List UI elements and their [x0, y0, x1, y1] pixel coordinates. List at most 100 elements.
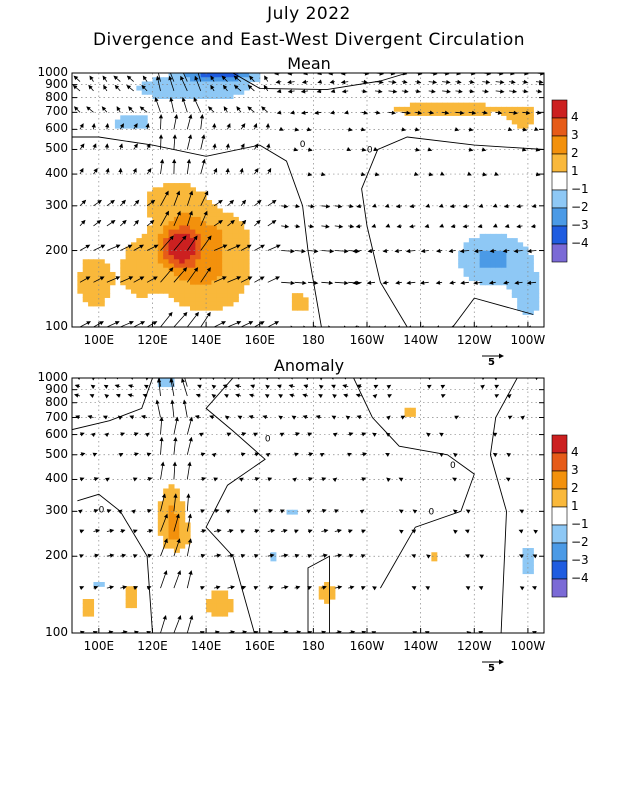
- anomaly-cell: [88, 611, 95, 617]
- mean-vector-head: [485, 79, 491, 85]
- anomaly-cell: [329, 594, 336, 600]
- mean-cell: [485, 255, 491, 260]
- mean-cell: [495, 271, 502, 277]
- anomaly-vector-head: [224, 394, 229, 399]
- mean-cell: [88, 288, 95, 294]
- anomaly-cell: [270, 556, 277, 562]
- mean-cell: [501, 267, 508, 273]
- mean-vector-head: [265, 123, 271, 128]
- anomaly-cell: [131, 586, 137, 592]
- anomaly-vector-head: [147, 553, 153, 558]
- anomaly-vector-head: [106, 509, 112, 514]
- mean-cell: [522, 288, 529, 294]
- mean-cell: [463, 259, 470, 265]
- mean-cell: [517, 246, 524, 252]
- mean-cell: [243, 77, 250, 83]
- mean-vector-head: [93, 167, 98, 173]
- mean-vector-head: [119, 123, 124, 128]
- mean-vector-head: [431, 89, 436, 94]
- mean-cell: [216, 267, 223, 273]
- mean-cell: [200, 195, 207, 201]
- mean-cell: [179, 81, 186, 87]
- mean-cell: [227, 89, 234, 95]
- anomaly-vector-head: [425, 586, 431, 591]
- mean-cell: [511, 119, 518, 125]
- anomaly-vector-head: [103, 384, 109, 389]
- mean-vector-head: [139, 276, 145, 281]
- mean-cell: [88, 263, 95, 269]
- mean-cell: [131, 123, 137, 129]
- mean-cell: [168, 77, 175, 83]
- mean-cell: [206, 200, 213, 205]
- anomaly-vector-head: [270, 528, 276, 534]
- anomaly-vector-head: [235, 393, 240, 398]
- mean-cell: [152, 280, 159, 286]
- mean-cell: [436, 106, 443, 112]
- anomaly-panel-title: Anomaly: [273, 356, 345, 375]
- anomaly-vector-head: [332, 394, 337, 399]
- anomaly-vector-head: [318, 384, 324, 390]
- mean-cell: [200, 267, 207, 273]
- mean-cell: [141, 284, 148, 290]
- anomaly-vector-head: [453, 452, 458, 458]
- mean-vector-head: [338, 224, 344, 229]
- mean-vector-head: [374, 172, 380, 177]
- mean-vector-head: [206, 267, 211, 272]
- mean-vector-head: [122, 219, 127, 225]
- mean-cell: [527, 259, 534, 265]
- mean-cell: [243, 242, 250, 248]
- mean-cell: [517, 119, 524, 125]
- anomaly-cell: [168, 509, 175, 515]
- mean-cell: [141, 81, 148, 87]
- anomaly-vector-head: [163, 538, 168, 544]
- mean-cell: [195, 73, 202, 78]
- mean-cell: [147, 212, 154, 218]
- anomaly-vector-head: [211, 394, 217, 399]
- mean-cell: [222, 280, 229, 286]
- mean-cell: [173, 204, 180, 210]
- anomaly-cell: [329, 586, 336, 592]
- mean-cell: [136, 85, 143, 91]
- anomaly-vector-head: [127, 393, 133, 398]
- anomaly-vector-head: [531, 586, 537, 591]
- anomaly-cell: [173, 488, 180, 494]
- anomaly-vector-head: [294, 553, 300, 559]
- mean-cell: [163, 94, 170, 99]
- anomaly-contour-label: 0: [450, 461, 456, 471]
- anomaly-vector-head: [426, 384, 432, 389]
- mean-vector-head: [204, 190, 209, 196]
- mean-cell: [131, 271, 137, 277]
- mean-cell: [147, 204, 154, 210]
- mean-cell: [152, 242, 159, 248]
- mean-vector-head: [409, 204, 415, 209]
- mean-cell: [104, 288, 111, 294]
- mean-vector-head: [276, 110, 282, 115]
- mean-cell: [195, 77, 202, 83]
- mean-cell: [479, 280, 486, 286]
- anomaly-vector-head: [294, 452, 299, 457]
- anomaly-cell: [179, 505, 186, 511]
- mean-cell: [238, 267, 245, 273]
- mean-cell: [168, 280, 175, 286]
- mean-cell: [195, 305, 202, 311]
- mean-cell: [409, 106, 416, 112]
- mean-cell: [136, 123, 143, 129]
- mean-cell: [501, 106, 508, 112]
- anomaly-vector-head: [118, 452, 124, 457]
- mean-vector-head: [521, 147, 527, 152]
- mean-cell: [195, 288, 202, 294]
- mean-cell: [506, 111, 513, 116]
- mean-cell: [232, 229, 239, 235]
- mean-cell: [152, 187, 159, 193]
- mean-cell: [131, 284, 137, 290]
- mean-vector-head: [356, 204, 361, 209]
- mean-cell: [157, 280, 164, 286]
- mean-vector-head: [201, 158, 206, 164]
- mean-cell: [206, 85, 213, 91]
- mean-cell: [243, 246, 250, 252]
- anomaly-cell: [324, 586, 331, 592]
- mean-cell: [190, 221, 196, 226]
- anomaly-cell: [179, 539, 186, 545]
- anomaly-cell: [173, 509, 180, 515]
- mean-cell: [152, 195, 159, 201]
